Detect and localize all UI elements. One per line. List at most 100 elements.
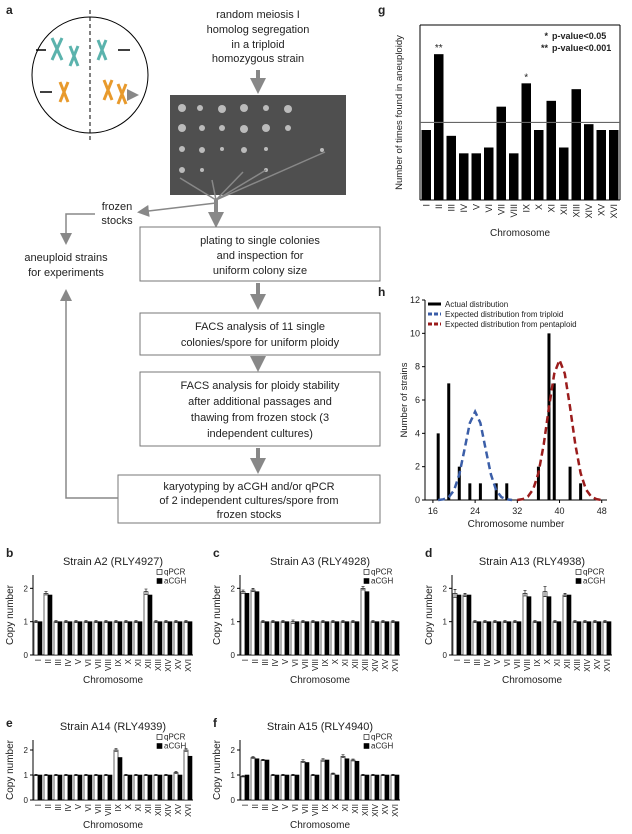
x-tick-label: IV <box>64 658 73 666</box>
legend-label: qPCR <box>583 568 605 577</box>
frozen-stocks: stocks <box>101 215 133 227</box>
bar <box>609 130 619 200</box>
bar <box>330 773 336 801</box>
bar <box>187 755 193 801</box>
x-tick-label: IX <box>533 658 542 666</box>
bar <box>552 621 558 656</box>
bar <box>244 774 250 801</box>
bar <box>350 759 356 801</box>
x-tick-label: VI <box>291 659 300 667</box>
x-axis-label: Chromosome <box>290 675 350 686</box>
error-bar <box>64 773 68 777</box>
error-bar <box>483 620 487 623</box>
error-bar <box>124 773 128 777</box>
panel-label: g <box>378 3 385 17</box>
x-tick-label: XVI <box>184 659 193 672</box>
bar <box>93 621 99 656</box>
bar <box>47 594 53 656</box>
x-tick-label: IV <box>459 204 469 213</box>
error-bar <box>94 620 98 623</box>
step-text: frozen stocks <box>217 509 282 521</box>
bar <box>370 621 376 656</box>
x-tick-label: I <box>421 204 431 207</box>
error-bar <box>164 773 168 777</box>
error-bar <box>371 620 375 623</box>
bar <box>334 621 340 656</box>
x-tick-label: XIV <box>164 803 173 817</box>
legend-label: aCGH <box>371 577 393 586</box>
bar <box>606 621 612 656</box>
bar <box>57 774 63 801</box>
error-bar <box>44 591 48 596</box>
bar <box>602 621 608 656</box>
x-tick-label: XV <box>381 658 390 669</box>
x-tick-label: II <box>44 804 53 808</box>
bar <box>67 621 73 656</box>
y-tick-label: 0 <box>24 651 29 660</box>
bar <box>294 621 300 656</box>
x-tick-label: VI <box>503 659 512 667</box>
bar <box>153 774 159 801</box>
panel-label: e <box>6 716 13 730</box>
bar <box>103 774 109 801</box>
x-tick-label: VII <box>496 204 506 215</box>
x-tick-label: IV <box>64 803 73 811</box>
bar <box>240 775 246 801</box>
error-bar <box>54 620 58 623</box>
bar <box>143 774 149 801</box>
x-tick-label: V <box>74 803 83 809</box>
legend-swatch <box>156 734 163 740</box>
bar <box>522 593 528 656</box>
x-tick-label: IV <box>483 658 492 666</box>
bar <box>167 621 173 656</box>
x-tick-label: X <box>331 658 340 664</box>
x-tick-label: VIII <box>509 204 519 218</box>
bar <box>290 621 296 656</box>
bar <box>270 774 276 801</box>
bar <box>250 757 256 801</box>
x-tick-label: V <box>471 204 481 210</box>
y-tick-label: 2 <box>415 462 420 472</box>
y-tick-label: 2 <box>231 746 236 755</box>
bar <box>157 774 163 801</box>
x-tick-label: VII <box>301 804 310 814</box>
bar <box>471 153 481 200</box>
x-tick-label: VIII <box>104 659 113 671</box>
top-text: homozygous strain <box>212 53 304 65</box>
bar <box>33 621 39 656</box>
x-tick-label: XII <box>144 804 153 814</box>
y-axis-label: Copy number <box>212 739 223 800</box>
legend-swatch <box>156 578 163 584</box>
bar <box>87 621 93 656</box>
x-tick-label: VIII <box>311 804 320 816</box>
x-tick-label: XV <box>174 803 183 814</box>
x-tick-label: 40 <box>555 506 565 516</box>
bar <box>592 621 598 656</box>
bar <box>340 755 346 801</box>
x-tick-label: VII <box>301 659 310 669</box>
bar <box>310 774 316 801</box>
chart-title: Strain A14 (RLY4939) <box>60 721 166 733</box>
legend-label: Expected distribution from pentaploid <box>445 320 577 329</box>
bar <box>496 106 506 200</box>
x-tick-label: VII <box>94 659 103 669</box>
legend-symbol: ** <box>541 43 549 53</box>
error-bar <box>291 773 295 777</box>
error-bar <box>341 754 345 759</box>
bar <box>43 774 49 801</box>
x-tick-label: XVI <box>184 804 193 817</box>
error-bar <box>94 773 98 777</box>
error-bar <box>261 758 265 762</box>
step-text: and inspection for <box>217 250 304 262</box>
aneuploid-strains: for experiments <box>28 267 104 279</box>
x-tick-label: II <box>251 659 260 663</box>
bar <box>532 621 538 656</box>
error-bar <box>321 620 325 623</box>
error-bar <box>104 773 108 777</box>
x-tick-label: VII <box>94 804 103 814</box>
x-tick-label: I <box>453 659 462 661</box>
x-tick-label: III <box>54 804 63 811</box>
x-tick-label: XIV <box>371 658 380 672</box>
error-bar <box>351 758 355 762</box>
